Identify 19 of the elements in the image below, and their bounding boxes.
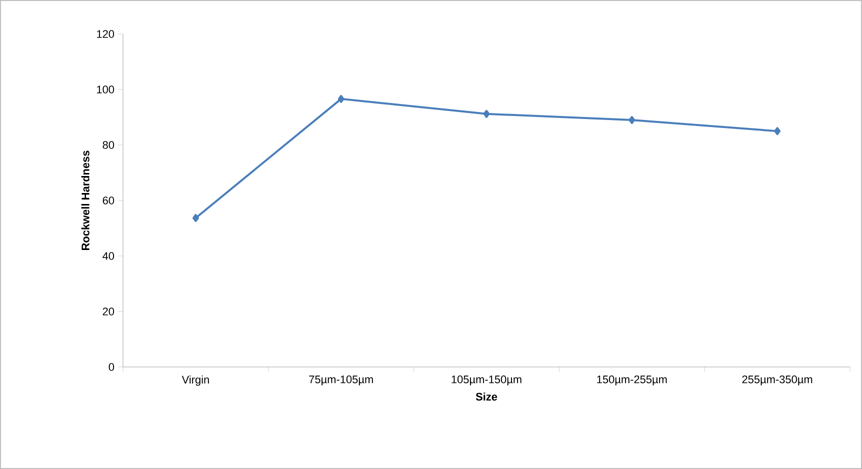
- y-tick-label: 100: [97, 86, 114, 94]
- y-tick-label: 80: [102, 141, 114, 149]
- x-tick-label: 150µm-255µm: [597, 376, 667, 386]
- point: [192, 214, 199, 222]
- y-axis-title: Rockwell Hardness: [81, 150, 90, 250]
- y-tick-label: 40: [102, 252, 114, 260]
- point: [483, 110, 490, 118]
- x-axis-title: Size: [476, 392, 498, 401]
- y-tick-label: 20: [102, 308, 114, 316]
- x-tick-label: 75µm-105µm: [309, 376, 373, 386]
- y-tick-label: 120: [97, 30, 114, 38]
- point: [774, 127, 781, 136]
- x-tick-label: 255µm-350µm: [742, 376, 812, 386]
- x-tick-label: 105µm-150µm: [452, 376, 522, 386]
- y-tick-label: 0: [108, 363, 114, 371]
- point: [628, 116, 636, 124]
- x-tick-label: Virgin: [182, 376, 209, 386]
- point: [338, 94, 344, 103]
- y-tick-label: 60: [102, 196, 114, 204]
